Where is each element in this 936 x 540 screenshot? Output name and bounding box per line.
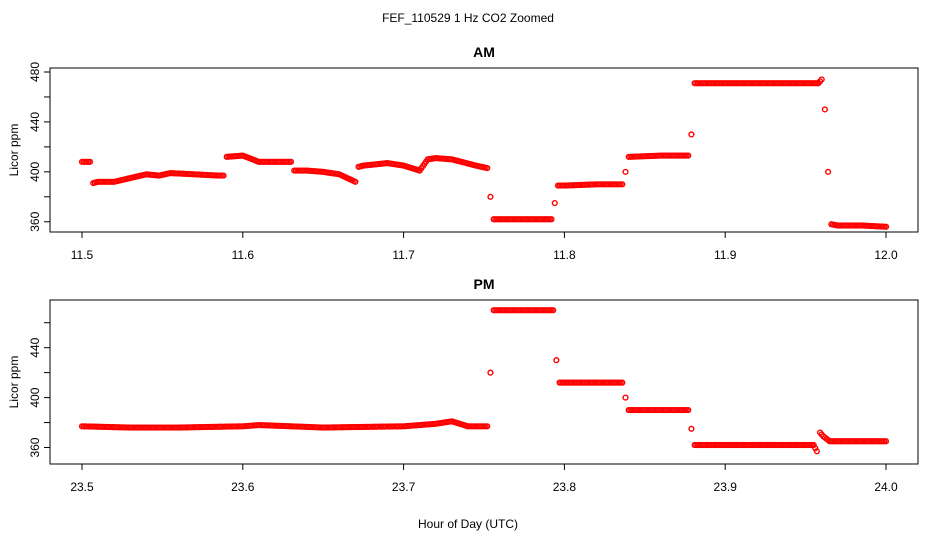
y-tick-label: 400 [28, 162, 42, 182]
data-series [78, 307, 890, 455]
data-point [821, 106, 828, 113]
x-tick-label: 11.8 [553, 248, 576, 262]
data-point [487, 369, 494, 376]
data-point [548, 216, 555, 223]
x-tick-label: 23.8 [553, 480, 577, 494]
panel-title: AM [473, 44, 495, 60]
x-tick-label: 23.6 [231, 480, 255, 494]
data-point [550, 307, 557, 314]
x-tick-label: 23.9 [714, 480, 738, 494]
y-tick-label: 360 [28, 211, 42, 231]
x-tick-label: 12.0 [874, 248, 898, 262]
data-point [220, 172, 227, 179]
x-tick-label: 11.5 [71, 248, 94, 262]
data-point [882, 438, 890, 445]
x-tick-label: 23.7 [392, 480, 416, 494]
data-point [287, 158, 295, 165]
data-point [352, 178, 359, 185]
data-series [78, 76, 890, 230]
data-point [688, 131, 695, 138]
data-point [484, 423, 491, 430]
data-point [487, 193, 494, 200]
y-tick-label: 400 [28, 387, 42, 407]
data-point [86, 158, 94, 165]
data-point [882, 223, 890, 230]
y-tick-label: 480 [28, 62, 42, 82]
panel-am: AM 11.5 11.6 11.7 11.8 11.9 12.0 360 400 440 480 Li… [7, 44, 919, 262]
x-tick-label: 11.7 [392, 248, 415, 262]
y-tick-label: 360 [28, 437, 42, 457]
y-tick-label: 440 [28, 337, 42, 357]
data-point [685, 406, 692, 414]
y-tick-label: 440 [28, 112, 42, 132]
data-point [825, 168, 832, 175]
data-point [553, 357, 560, 364]
figure-title: FEF_110529 1 Hz CO2 Zoomed [382, 11, 554, 25]
data-point [685, 152, 692, 159]
chart-panels: AM 11.5 11.6 11.7 11.8 11.9 12.0 360 400 440 480 Li… [7, 44, 919, 494]
x-tick-label: 24.0 [874, 480, 898, 494]
plot-frame [49, 299, 919, 465]
data-point [551, 199, 558, 207]
plot-frame [49, 67, 919, 233]
y-axis-label: Licor ppm [7, 356, 21, 409]
data-point [818, 76, 825, 83]
data-point [688, 425, 695, 432]
y-axis-label: Licor ppm [7, 124, 21, 177]
x-tick-label: 11.6 [232, 248, 255, 262]
x-tick-label: 23.5 [70, 480, 94, 494]
data-point [813, 448, 820, 455]
panel-title: PM [474, 276, 495, 292]
x-tick-label: 11.9 [714, 248, 737, 262]
data-point [622, 168, 629, 175]
data-point [622, 394, 629, 401]
data-point [619, 379, 626, 386]
data-point [619, 181, 626, 188]
x-axis-label: Hour of Day (UTC) [418, 517, 518, 531]
data-point [484, 164, 491, 172]
panel-pm: PM 23.5 23.6 23.7 23.8 23.9 24.0 360 400 440 Licor… [7, 276, 919, 494]
